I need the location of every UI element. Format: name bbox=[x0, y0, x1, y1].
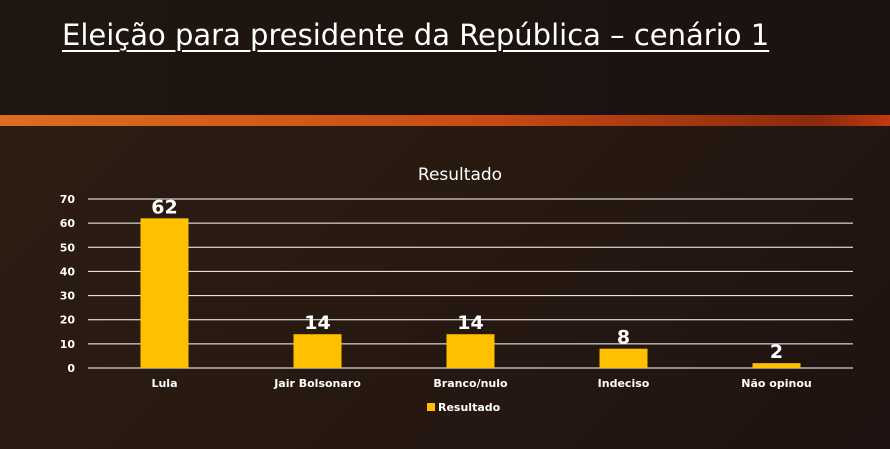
x-tick-label: Jair Bolsonaro bbox=[273, 377, 361, 390]
bar bbox=[599, 348, 648, 368]
x-tick-label: Branco/nulo bbox=[433, 377, 508, 390]
bar bbox=[446, 334, 495, 368]
bar bbox=[752, 363, 801, 368]
x-tick-label: Não opinou bbox=[741, 377, 811, 390]
data-label: 2 bbox=[770, 341, 783, 363]
data-label: 14 bbox=[304, 312, 330, 334]
accent-band bbox=[0, 115, 890, 126]
legend-label: Resultado bbox=[438, 401, 501, 414]
y-tick-label: 50 bbox=[60, 241, 76, 254]
data-label: 14 bbox=[457, 312, 483, 334]
y-tick-label: 40 bbox=[60, 265, 76, 278]
y-tick-label: 30 bbox=[60, 290, 76, 303]
y-tick-label: 60 bbox=[60, 217, 76, 230]
bar bbox=[140, 218, 189, 368]
data-label: 62 bbox=[151, 196, 177, 218]
bar bbox=[293, 334, 342, 368]
y-tick-label: 0 bbox=[67, 362, 75, 375]
legend-swatch bbox=[427, 403, 435, 411]
x-tick-label: Indeciso bbox=[598, 377, 650, 390]
slide-title: Eleição para presidente da República – c… bbox=[62, 18, 770, 52]
data-label: 8 bbox=[617, 327, 630, 349]
y-tick-label: 10 bbox=[60, 338, 76, 351]
title-area bbox=[0, 0, 890, 115]
legend: Resultado bbox=[427, 401, 501, 414]
y-tick-label: 20 bbox=[60, 314, 76, 327]
x-tick-label: Lula bbox=[151, 377, 177, 390]
chart-title: Resultado bbox=[418, 165, 502, 185]
y-tick-label: 70 bbox=[60, 193, 76, 206]
